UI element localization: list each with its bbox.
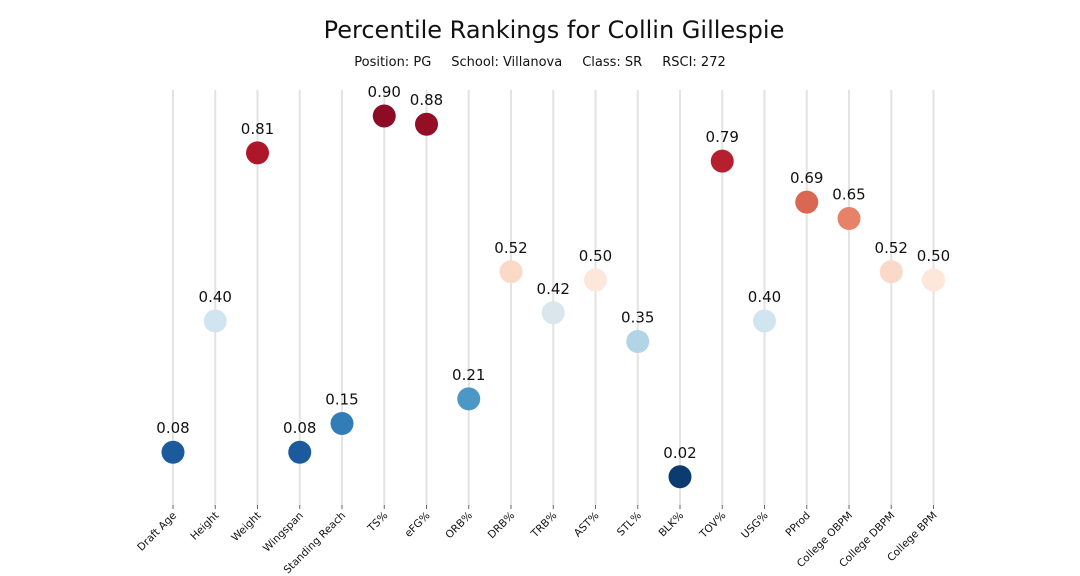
x-tick-label: TOV% bbox=[697, 510, 729, 542]
data-point bbox=[626, 330, 650, 353]
data-point bbox=[372, 104, 396, 128]
value-label: 0.40 bbox=[199, 288, 232, 306]
value-label: 0.42 bbox=[537, 280, 570, 298]
x-tick-label: STL% bbox=[615, 510, 644, 539]
x-tick-label: Height bbox=[188, 510, 221, 543]
value-label: 0.69 bbox=[790, 169, 823, 187]
data-point bbox=[710, 149, 734, 173]
x-tick-label: ORB% bbox=[443, 510, 475, 542]
value-label: 0.52 bbox=[875, 239, 908, 257]
value-label: 0.88 bbox=[410, 91, 443, 109]
data-point bbox=[922, 268, 945, 292]
value-label: 0.15 bbox=[325, 391, 358, 409]
value-label: 0.52 bbox=[494, 239, 527, 257]
x-tick-label: PProd bbox=[783, 510, 812, 539]
data-point bbox=[837, 207, 861, 230]
value-label: 0.65 bbox=[832, 186, 865, 204]
data-point bbox=[584, 268, 607, 292]
x-tick-label: BLK% bbox=[656, 510, 686, 540]
value-label: 0.40 bbox=[748, 288, 781, 306]
x-tick-label: eFG% bbox=[402, 510, 432, 540]
x-tick-label: Draft Age bbox=[135, 510, 179, 554]
value-label: 0.08 bbox=[283, 419, 316, 437]
x-tick-label: DRB% bbox=[486, 510, 518, 542]
data-point bbox=[499, 260, 523, 284]
data-point bbox=[203, 309, 227, 333]
data-point bbox=[457, 387, 481, 411]
value-label: 0.21 bbox=[452, 366, 485, 384]
data-point bbox=[795, 190, 819, 214]
data-point bbox=[668, 465, 692, 489]
value-label: 0.50 bbox=[579, 247, 612, 265]
chart-title: Percentile Rankings for Collin Gillespie bbox=[323, 16, 785, 44]
data-point bbox=[246, 141, 269, 165]
data-point bbox=[753, 309, 776, 333]
chart-subtitle: Position: PG School: Villanova Class: SR RS… bbox=[0, 55, 1080, 70]
subtitle-school: School: Villanova bbox=[451, 55, 563, 70]
data-point bbox=[541, 301, 565, 325]
x-tick-label: AST% bbox=[572, 510, 602, 540]
value-label: 0.50 bbox=[917, 247, 950, 265]
data-point bbox=[161, 440, 185, 464]
value-label: 0.90 bbox=[368, 83, 401, 101]
data-point bbox=[415, 112, 438, 136]
x-tick-label: USG% bbox=[739, 510, 770, 541]
value-label: 0.35 bbox=[621, 309, 654, 327]
value-label: 0.79 bbox=[706, 128, 739, 146]
x-tick-label: TS% bbox=[365, 510, 391, 536]
subtitle-rsci: RSCI: 272 bbox=[662, 55, 726, 70]
x-tick-label: Wingspan bbox=[261, 510, 306, 555]
data-point bbox=[330, 412, 354, 435]
value-label: 0.08 bbox=[156, 419, 189, 437]
subtitle-class: Class: SR bbox=[582, 55, 643, 70]
data-point bbox=[288, 440, 312, 464]
x-tick-label: Weight bbox=[229, 510, 263, 544]
data-point bbox=[879, 260, 903, 284]
x-tick-label: TRB% bbox=[528, 510, 559, 541]
value-label: 0.81 bbox=[241, 120, 274, 138]
value-label: 0.02 bbox=[663, 444, 696, 462]
subtitle-position: Position: PG bbox=[354, 55, 432, 70]
